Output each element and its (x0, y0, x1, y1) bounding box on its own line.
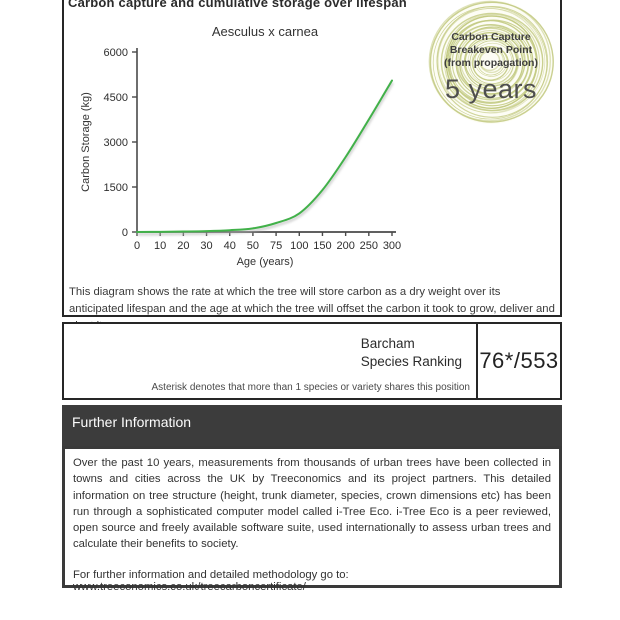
svg-text:4500: 4500 (104, 92, 128, 104)
ranking-label-line-1: Barcham (360, 336, 415, 351)
further-information-paragraph: Over the past 10 years, measurements fro… (73, 457, 551, 551)
ranking-footnote: Asterisk denotes that more than 1 specie… (151, 382, 471, 393)
tree-rings-stamp (428, 0, 554, 124)
svg-text:3000: 3000 (104, 137, 128, 149)
svg-text:100: 100 (290, 240, 308, 252)
breakeven-value: 5 years (444, 74, 538, 105)
svg-text:30: 30 (200, 240, 212, 252)
further-information-header: Further Information (62, 405, 562, 446)
ranking-label: Barcham Species Ranking (361, 335, 462, 370)
carbon-storage-line-chart: 0 1500 3000 4500 6000 0 10 20 30 40 50 75 100 150 200 2… (104, 47, 402, 252)
svg-text:250: 250 (360, 240, 378, 252)
ranking-value: 76*/553 (479, 348, 559, 373)
section-title: Carbon capture and cumulative storage ov… (68, 0, 407, 10)
species-ranking-box: Barcham Species Ranking Asterisk denotes… (62, 322, 562, 400)
chart-title: Aesculus x carnea (211, 24, 319, 39)
badge-line-3: (from propagation) (444, 57, 538, 70)
badge-line-1: Carbon Capture (451, 31, 531, 43)
svg-text:1500: 1500 (104, 182, 128, 194)
ranking-label-cell: Barcham Species Ranking Asterisk denotes… (64, 324, 478, 398)
svg-text:0: 0 (122, 227, 128, 239)
svg-text:300: 300 (383, 240, 401, 252)
svg-text:200: 200 (336, 240, 354, 252)
svg-text:75: 75 (270, 240, 282, 252)
svg-text:0: 0 (134, 240, 140, 252)
svg-text:10: 10 (154, 240, 166, 252)
svg-text:6000: 6000 (104, 47, 128, 59)
methodology-link[interactable]: For further information and detailed met… (73, 568, 349, 593)
svg-text:50: 50 (247, 240, 259, 252)
ranking-label-line-2: Species Ranking (360, 353, 462, 369)
badge-line-2: Breakeven Point (449, 44, 533, 57)
svg-text:20: 20 (177, 240, 189, 252)
further-information-body-box: Over the past 10 years, measurements fro… (62, 446, 562, 593)
svg-text:40: 40 (224, 240, 236, 252)
x-axis-label: Age (years) (236, 256, 294, 268)
svg-text:150: 150 (313, 240, 331, 252)
breakeven-badge: Carbon Capture Breakeven Point (from pro… (420, 31, 562, 107)
